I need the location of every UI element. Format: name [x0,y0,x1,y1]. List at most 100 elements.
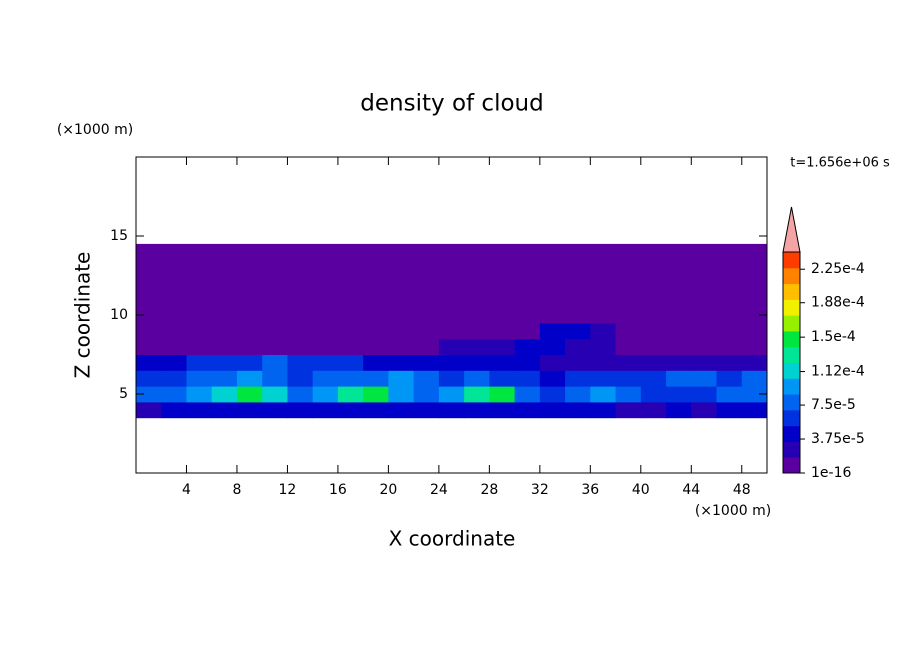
field-cell [337,243,364,261]
field-cell [716,354,743,371]
field-cell [312,322,339,340]
field-cell [514,401,541,419]
field-cell [388,370,415,387]
field-cell [363,259,389,276]
field-cell [161,354,187,371]
field-cell [565,322,591,340]
field-cell [337,307,364,324]
field-cell [337,259,364,276]
field-cell [565,243,591,261]
field-cell [741,386,768,403]
y-tick-label: 15 [110,228,128,244]
field-cell [741,354,768,371]
field-cell [640,275,667,292]
colorbar-band [783,346,800,363]
field-cell [590,322,617,340]
field-cell [211,259,238,276]
colorbar-band [783,457,800,474]
field-cell [640,243,667,261]
field-cell [691,386,718,403]
field-cell [666,275,692,292]
y-unit: (×1000 m) [57,122,133,138]
field-cell [136,401,162,419]
field-cell [615,338,642,355]
field-cell [514,291,541,308]
field-cell [615,307,642,324]
field-cell [741,401,768,419]
field-cell [388,291,415,308]
field-cell [262,243,288,261]
field-cell [489,259,516,276]
field-cell [337,291,364,308]
field-cell [413,259,440,276]
field-cell [464,338,490,355]
field-cell [388,354,415,371]
field-cell [464,259,490,276]
field-cell [640,338,667,355]
field-cell [666,354,692,371]
field-cell [716,338,743,355]
field-cell [590,354,617,371]
field-cell [363,322,389,340]
field-cell [590,338,617,355]
field-cell [590,401,617,419]
field-cell [312,401,339,419]
field-cell [363,401,389,419]
field-cell [388,275,415,292]
field-cell [565,259,591,276]
x-tick-label: 16 [329,482,347,498]
field-cell [136,307,162,324]
field-cell [186,338,213,355]
colorbar-band [783,283,800,300]
field-cell [590,291,617,308]
field-cell [186,386,213,403]
y-tick-label: 5 [119,386,128,402]
field-cell [514,354,541,371]
field-cell [489,322,516,340]
field-cell [161,275,187,292]
field-cell [539,275,566,292]
field-cell [262,322,288,340]
field-cell [337,322,364,340]
field-cell [514,259,541,276]
field-cell [287,275,314,292]
x-tick-label: 8 [232,482,241,498]
field-cell [640,354,667,371]
field-cell [615,370,642,387]
colorbar-extend [782,206,801,253]
field-cell [186,259,213,276]
field-cell [590,370,617,387]
field-cell [186,275,213,292]
field-cell [211,275,238,292]
field-cell [539,307,566,324]
field-cell [438,386,465,403]
field-cell [464,401,490,419]
field-cell [615,354,642,371]
field-cell [136,275,162,292]
field-cell [514,338,541,355]
field-cell [363,338,389,355]
x-tick-label: 44 [682,482,700,498]
field-cell [741,338,768,355]
chart-title: density of cloud [360,91,543,117]
field-cell [211,386,238,403]
field-cell [539,291,566,308]
field-cell [262,370,288,387]
field-cell [741,307,768,324]
field-cell [590,259,617,276]
field-cell [514,370,541,387]
field-cell [413,291,440,308]
colorbar-band [783,362,800,379]
field-cell [615,291,642,308]
field-cell [186,307,213,324]
colorbar-band [783,378,800,395]
field-cell [741,243,768,261]
field-cell [489,401,516,419]
field-cell [413,338,440,355]
field-cell [413,243,440,261]
y-tick-label: 10 [110,307,128,323]
field-cell [691,307,718,324]
field-cell [716,401,743,419]
field-cell [287,354,314,371]
field-cell [640,370,667,387]
